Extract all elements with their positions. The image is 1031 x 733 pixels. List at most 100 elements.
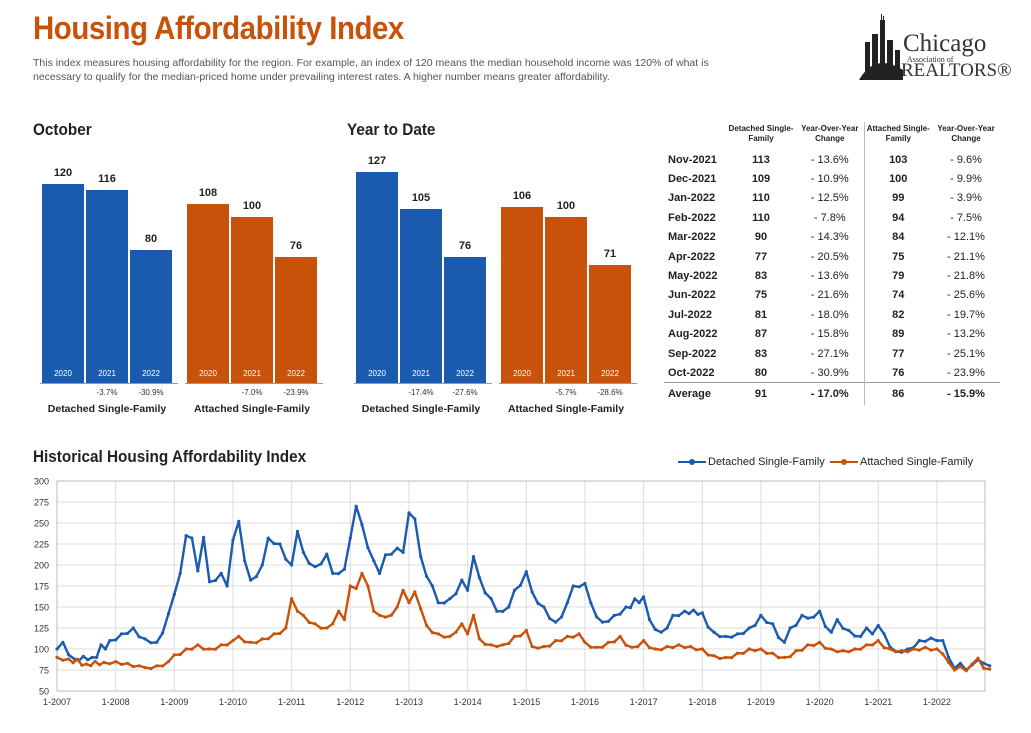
attached-point bbox=[853, 647, 857, 651]
detached-point bbox=[776, 635, 781, 640]
attached-point bbox=[554, 639, 558, 643]
attached-point bbox=[559, 639, 564, 643]
detached-point bbox=[782, 640, 787, 644]
table-cell: 77 bbox=[863, 343, 932, 364]
attached-point bbox=[841, 649, 845, 653]
attached-point bbox=[765, 651, 769, 656]
detached-point bbox=[988, 664, 992, 668]
bar-value-label: 100 bbox=[242, 200, 262, 212]
y-tick-label: 275 bbox=[34, 498, 49, 508]
x-tick-label: 1-2007 bbox=[43, 697, 71, 707]
detached-point bbox=[606, 619, 611, 624]
detached-point bbox=[864, 626, 869, 630]
attached-point bbox=[196, 643, 200, 647]
detached-point bbox=[477, 576, 481, 580]
attached-point bbox=[688, 644, 693, 649]
detached-point bbox=[683, 609, 687, 613]
detached-point bbox=[442, 601, 446, 605]
bar-year-label: 2022 bbox=[287, 369, 305, 378]
bar-attached-2021 bbox=[545, 217, 587, 383]
detached-point bbox=[628, 606, 633, 610]
detached-point bbox=[806, 616, 810, 620]
bar-value-label: 116 bbox=[98, 173, 116, 186]
attached-point bbox=[788, 655, 792, 659]
attached-point bbox=[923, 645, 927, 649]
detached-point bbox=[90, 655, 94, 660]
detached-point bbox=[161, 631, 165, 635]
bar-year-label: 2022 bbox=[456, 369, 474, 378]
table-average-row: Average 91- 17.0% 86- 15.9% bbox=[664, 382, 1000, 405]
detached-point bbox=[917, 639, 921, 643]
attached-point bbox=[448, 634, 452, 639]
attached-point bbox=[172, 653, 176, 657]
detached-point bbox=[348, 536, 352, 540]
bar-change-label: -3.7% bbox=[96, 388, 118, 397]
bar-value-label: 80 bbox=[144, 233, 158, 246]
attached-point bbox=[630, 645, 634, 649]
bar-change-label: -30.9% bbox=[138, 388, 164, 397]
group-label: Attached Single-Family bbox=[507, 403, 625, 415]
attached-point bbox=[647, 646, 652, 650]
attached-point bbox=[900, 649, 904, 653]
attached-point bbox=[313, 622, 317, 626]
table-cell: 76 bbox=[863, 363, 932, 383]
bar-change-label: -17.4% bbox=[408, 388, 434, 397]
table-cell: - 18.0% bbox=[810, 308, 849, 321]
attached-point bbox=[284, 626, 288, 630]
detached-point bbox=[395, 546, 399, 550]
bar-change-label: -27.6% bbox=[452, 388, 478, 397]
attached-point bbox=[295, 609, 300, 613]
detached-point bbox=[906, 647, 910, 651]
attached-point bbox=[93, 659, 97, 663]
detached-point bbox=[284, 557, 288, 561]
bar-attached-2022 bbox=[589, 265, 631, 383]
detached-point bbox=[633, 597, 637, 601]
attached-point bbox=[301, 613, 305, 618]
y-tick-label: 125 bbox=[34, 624, 49, 634]
table-cell: 87 bbox=[754, 328, 768, 341]
detached-point bbox=[624, 605, 628, 609]
x-tick-label: 1-2015 bbox=[512, 697, 540, 707]
table-month-cell: Sep-2022 bbox=[668, 347, 717, 360]
table-month-cell: Oct-2022 bbox=[668, 366, 715, 379]
attached-point bbox=[970, 662, 974, 666]
attached-point bbox=[759, 647, 763, 651]
attached-point bbox=[249, 640, 253, 644]
table-month-cell: Jan-2022 bbox=[668, 192, 716, 205]
group-baseline bbox=[499, 383, 637, 384]
detached-point bbox=[741, 631, 745, 636]
table-cell: - 30.9% bbox=[810, 366, 849, 379]
attached-point bbox=[577, 632, 581, 636]
attached-point bbox=[507, 641, 511, 646]
attached-point bbox=[254, 641, 258, 645]
group-baseline bbox=[40, 383, 178, 384]
attached-point bbox=[624, 643, 628, 647]
attached-point bbox=[595, 645, 599, 649]
detached-point bbox=[876, 623, 880, 628]
attached-point bbox=[489, 643, 493, 647]
attached-point bbox=[870, 643, 875, 647]
attached-point bbox=[600, 645, 605, 649]
table-cell: 110 bbox=[752, 211, 770, 224]
attached-point bbox=[454, 630, 458, 634]
attached-point bbox=[125, 661, 129, 665]
attached-point bbox=[794, 649, 798, 653]
detached-point bbox=[712, 630, 716, 634]
detached-point bbox=[583, 581, 587, 586]
attached-point bbox=[348, 584, 352, 588]
attached-point bbox=[589, 645, 593, 649]
table-row: Jan-2022 110 - 12.5% 99 - 3.9% bbox=[664, 188, 1000, 209]
monthly-data-table: Detached Single-Family Year-Over-Year Ch… bbox=[664, 122, 1000, 405]
detached-point bbox=[923, 639, 927, 644]
attached-point bbox=[683, 646, 687, 650]
attached-point bbox=[518, 634, 523, 638]
attached-point bbox=[290, 597, 294, 601]
detached-point bbox=[401, 550, 405, 555]
bar-attached-2021 bbox=[231, 217, 273, 383]
attached-point bbox=[612, 640, 616, 644]
table-cell: - 7.5% bbox=[950, 211, 982, 224]
detached-point bbox=[595, 615, 599, 619]
bar-attached-2020 bbox=[501, 207, 543, 383]
detached-point bbox=[665, 626, 669, 630]
detached-point bbox=[143, 637, 147, 641]
